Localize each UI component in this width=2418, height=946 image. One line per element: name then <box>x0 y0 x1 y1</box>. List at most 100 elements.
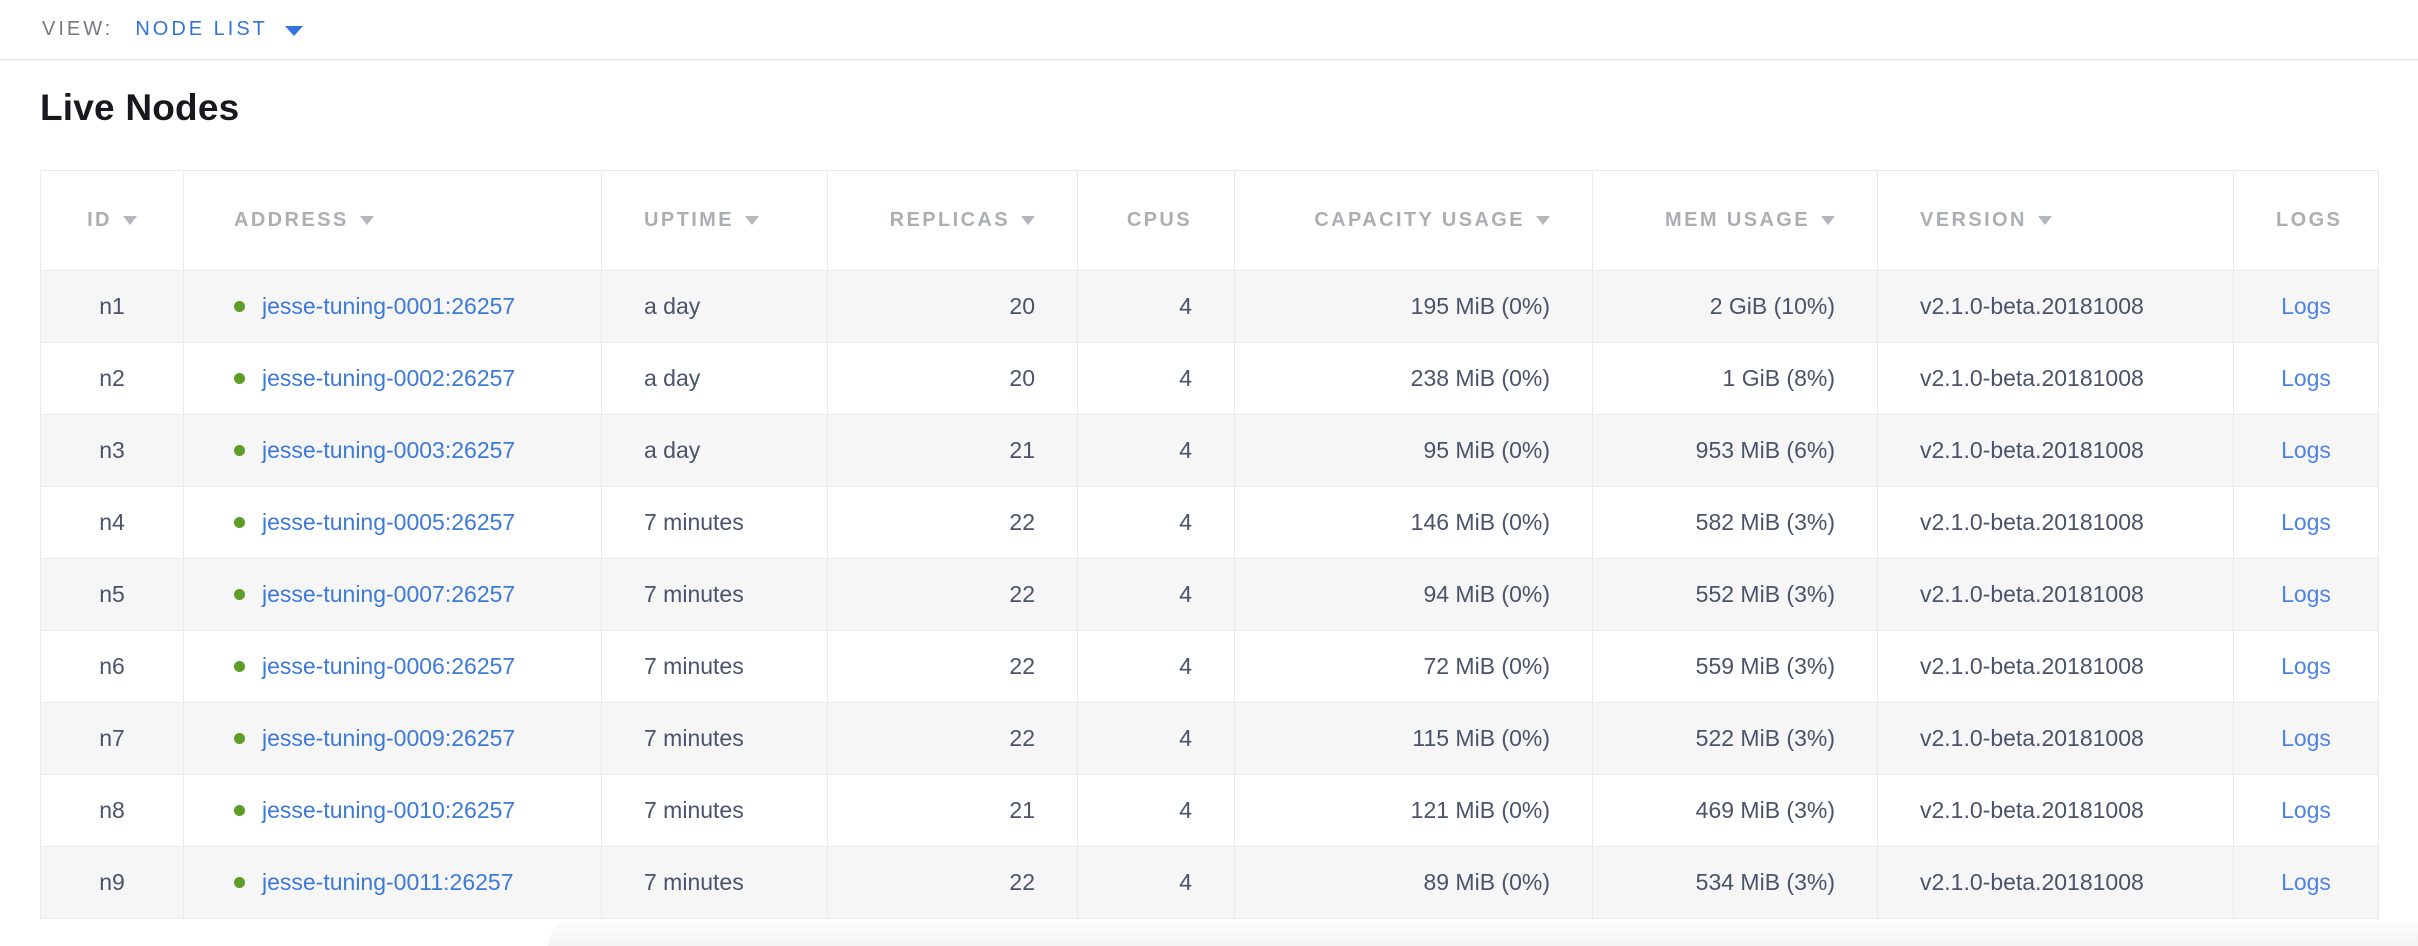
cell-address: jesse-tuning-0010:26257 <box>183 774 602 847</box>
view-selector-bar: VIEW: NODE LIST <box>0 0 2418 60</box>
cell-capacity: 94 MiB (0%) <box>1234 558 1593 631</box>
cell-id: n2 <box>40 342 184 415</box>
node-address-link[interactable]: jesse-tuning-0005:26257 <box>262 509 516 535</box>
cell-uptime: 7 minutes <box>601 702 828 775</box>
cell-mem: 953 MiB (6%) <box>1592 414 1878 487</box>
cell-mem: 522 MiB (3%) <box>1592 702 1878 775</box>
logs-link[interactable]: Logs <box>2281 653 2331 679</box>
column-header-mem[interactable]: MEM USAGE <box>1592 170 1878 271</box>
cell-cpus: 4 <box>1077 774 1235 847</box>
column-header-label: UPTIME <box>644 209 734 231</box>
cell-version: v2.1.0-beta.20181008 <box>1877 342 2234 415</box>
node-address-link[interactable]: jesse-tuning-0010:26257 <box>262 797 516 823</box>
cell-logs: Logs <box>2233 558 2379 631</box>
cell-address: jesse-tuning-0011:26257 <box>183 846 602 919</box>
cell-address: jesse-tuning-0002:26257 <box>183 342 602 415</box>
node-live-status-icon <box>234 517 245 528</box>
table-row: n4 jesse-tuning-0005:26257 7 minutes 22 4 146… <box>40 486 2379 559</box>
sort-arrow-icon <box>122 216 137 225</box>
cell-replicas: 22 <box>827 846 1078 919</box>
cell-logs: Logs <box>2233 774 2379 847</box>
cell-replicas: 20 <box>827 270 1078 343</box>
cell-uptime: 7 minutes <box>601 846 828 919</box>
header-row: ID ADDRESS UPTIME REPLICAS CPUS CAPACITY USAG… <box>40 170 2379 271</box>
cell-cpus: 4 <box>1077 342 1235 415</box>
sort-arrow-icon <box>1021 216 1035 225</box>
caret-down-icon <box>284 25 303 36</box>
cell-address: jesse-tuning-0007:26257 <box>183 558 602 631</box>
column-header-label: ID <box>87 209 112 231</box>
cell-cpus: 4 <box>1077 558 1235 631</box>
logs-link[interactable]: Logs <box>2281 869 2331 895</box>
cell-mem: 582 MiB (3%) <box>1592 486 1878 559</box>
column-header-address[interactable]: ADDRESS <box>183 170 602 271</box>
column-header-label: CAPACITY USAGE <box>1314 209 1525 231</box>
node-address-link[interactable]: jesse-tuning-0007:26257 <box>262 581 516 607</box>
cell-capacity: 89 MiB (0%) <box>1234 846 1593 919</box>
logs-link[interactable]: Logs <box>2281 581 2331 607</box>
node-live-status-icon <box>234 373 245 384</box>
column-header-label: REPLICAS <box>889 209 1010 231</box>
node-address-link[interactable]: jesse-tuning-0003:26257 <box>262 437 516 463</box>
cell-id: n5 <box>40 558 184 631</box>
logs-link[interactable]: Logs <box>2281 437 2331 463</box>
node-address-link[interactable]: jesse-tuning-0009:26257 <box>262 725 516 751</box>
column-header-label: MEM USAGE <box>1665 209 1810 231</box>
column-header-uptime[interactable]: UPTIME <box>601 170 828 271</box>
logs-link[interactable]: Logs <box>2281 797 2331 823</box>
cell-version: v2.1.0-beta.20181008 <box>1877 486 2234 559</box>
cell-address: jesse-tuning-0006:26257 <box>183 630 602 703</box>
column-header-id[interactable]: ID <box>40 170 184 271</box>
cell-logs: Logs <box>2233 846 2379 919</box>
column-header-version[interactable]: VERSION <box>1877 170 2234 271</box>
cell-capacity: 115 MiB (0%) <box>1234 702 1593 775</box>
view-dropdown[interactable]: NODE LIST <box>135 18 303 41</box>
cell-cpus: 4 <box>1077 270 1235 343</box>
column-header-replicas[interactable]: REPLICAS <box>827 170 1078 271</box>
node-live-status-icon <box>234 661 245 672</box>
table-row: n6 jesse-tuning-0006:26257 7 minutes 22 4 72 … <box>40 630 2379 703</box>
cell-uptime: 7 minutes <box>601 774 828 847</box>
logs-link[interactable]: Logs <box>2281 509 2331 535</box>
column-header-capacity[interactable]: CAPACITY USAGE <box>1234 170 1593 271</box>
logs-link[interactable]: Logs <box>2281 365 2331 391</box>
column-header-label: ADDRESS <box>234 209 349 231</box>
cell-replicas: 22 <box>827 558 1078 631</box>
node-live-status-icon <box>234 301 245 312</box>
logs-link[interactable]: Logs <box>2281 293 2331 319</box>
cell-address: jesse-tuning-0005:26257 <box>183 486 602 559</box>
cell-uptime: a day <box>601 414 828 487</box>
node-live-status-icon <box>234 877 245 888</box>
cell-version: v2.1.0-beta.20181008 <box>1877 774 2234 847</box>
node-address-link[interactable]: jesse-tuning-0006:26257 <box>262 653 516 679</box>
cell-capacity: 95 MiB (0%) <box>1234 414 1593 487</box>
cell-capacity: 238 MiB (0%) <box>1234 342 1593 415</box>
cell-mem: 1 GiB (8%) <box>1592 342 1878 415</box>
sort-arrow-icon <box>2037 216 2052 225</box>
cell-version: v2.1.0-beta.20181008 <box>1877 630 2234 703</box>
node-address-link[interactable]: jesse-tuning-0011:26257 <box>262 869 514 895</box>
table-row: n7 jesse-tuning-0009:26257 7 minutes 22 4 115… <box>40 702 2379 775</box>
cell-replicas: 21 <box>827 414 1078 487</box>
cell-uptime: 7 minutes <box>601 558 828 631</box>
node-live-status-icon <box>234 733 245 744</box>
cell-version: v2.1.0-beta.20181008 <box>1877 414 2234 487</box>
cell-mem: 559 MiB (3%) <box>1592 630 1878 703</box>
page-title: Live Nodes <box>40 87 240 128</box>
cell-address: jesse-tuning-0003:26257 <box>183 414 602 487</box>
cell-logs: Logs <box>2233 342 2379 415</box>
cell-cpus: 4 <box>1077 702 1235 775</box>
table-row: n1 jesse-tuning-0001:26257 a day 20 4 195 MiB… <box>40 270 2379 343</box>
cell-mem: 552 MiB (3%) <box>1592 558 1878 631</box>
node-address-link[interactable]: jesse-tuning-0002:26257 <box>262 365 516 391</box>
sort-arrow-icon <box>1536 216 1550 225</box>
logs-link[interactable]: Logs <box>2281 725 2331 751</box>
sort-arrow-icon <box>744 216 759 225</box>
cell-logs: Logs <box>2233 414 2379 487</box>
node-address-link[interactable]: jesse-tuning-0001:26257 <box>262 293 516 319</box>
cell-replicas: 22 <box>827 702 1078 775</box>
cell-logs: Logs <box>2233 486 2379 559</box>
cell-mem: 534 MiB (3%) <box>1592 846 1878 919</box>
cell-uptime: a day <box>601 342 828 415</box>
cell-cpus: 4 <box>1077 486 1235 559</box>
